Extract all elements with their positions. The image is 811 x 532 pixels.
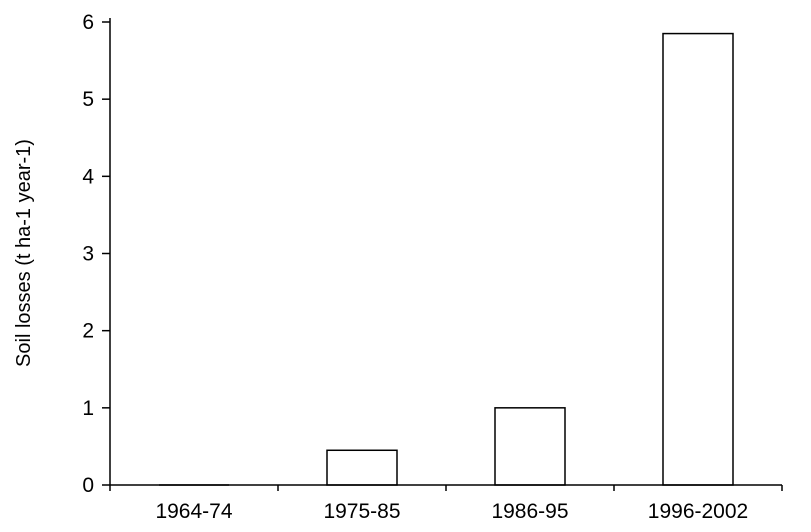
x-axis-ticks: 1964-74 1975-85 1986-95 1996-2002 [109,485,783,523]
y-tick-label: 5 [82,88,94,111]
y-tick-label: 0 [82,474,94,497]
bar-1986-95 [494,407,566,486]
x-category-label: 1975-85 [323,500,400,523]
y-tick-label: 3 [82,243,94,266]
x-category-label: 1964-74 [155,500,232,523]
y-tick-label: 6 [82,11,94,34]
y-tick-label: 2 [82,320,94,343]
y-axis-title: Soil losses (t ha-1 year-1) [13,139,35,367]
bar-1996-2002 [662,32,734,486]
y-axis-title-group: Soil losses (t ha-1 year-1) [13,139,35,367]
bars [159,32,734,486]
bar-1975-85 [326,449,398,486]
y-tick-label: 4 [82,165,94,188]
x-category-label: 1986-95 [491,500,568,523]
y-tick-label: 1 [82,397,94,420]
x-category-label: 1996-2002 [648,500,748,523]
y-axis-ticks: 0 1 2 3 4 5 6 [82,11,110,497]
